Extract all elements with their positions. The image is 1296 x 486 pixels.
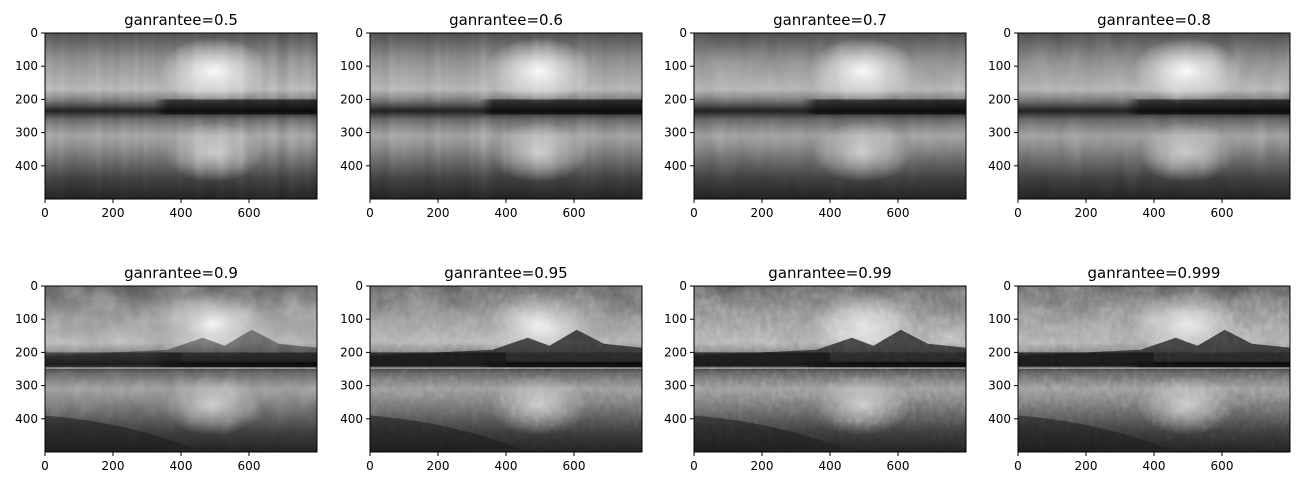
x-tick-label: 0 bbox=[690, 206, 698, 220]
y-tick-label: 300 bbox=[988, 126, 1011, 140]
x-tick-label: 0 bbox=[1014, 459, 1022, 473]
y-tick-label: 400 bbox=[340, 412, 363, 426]
y-tick-label: 100 bbox=[15, 312, 38, 326]
subplot-8: ganrantee=0.999 0 200 400 600 0 100 200 300 400 bbox=[988, 264, 1291, 473]
y-tick-label: 400 bbox=[664, 412, 687, 426]
grayscale-image bbox=[45, 286, 317, 452]
x-tick-label: 400 bbox=[819, 459, 842, 473]
subplot-title: ganrantee=0.5 bbox=[124, 11, 238, 29]
y-tick-label: 0 bbox=[1003, 26, 1011, 40]
y-tick-label: 0 bbox=[1003, 279, 1011, 293]
x-tick-label: 200 bbox=[427, 459, 450, 473]
subplot-2: ganrantee=0.6 0 200 400 600 0 100 200 300 400 bbox=[340, 11, 643, 220]
x-tick-label: 400 bbox=[495, 459, 518, 473]
y-tick-label: 0 bbox=[355, 26, 363, 40]
grayscale-image bbox=[1018, 286, 1290, 452]
y-tick-label: 200 bbox=[15, 345, 38, 359]
x-tick-label: 0 bbox=[41, 206, 49, 220]
subplot-title: ganrantee=0.99 bbox=[768, 264, 891, 282]
x-tick-label: 400 bbox=[1143, 206, 1166, 220]
subplot-3: ganrantee=0.7 0 200 400 600 0 100 200 300 400 bbox=[664, 11, 967, 220]
grayscale-image bbox=[694, 286, 966, 452]
subplot-title: ganrantee=0.7 bbox=[773, 11, 887, 29]
x-tick-label: 0 bbox=[366, 459, 374, 473]
x-tick-label: 200 bbox=[751, 206, 774, 220]
x-tick-label: 400 bbox=[1143, 459, 1166, 473]
subplot-title: ganrantee=0.999 bbox=[1088, 264, 1221, 282]
subplot-6: ganrantee=0.95 0 200 400 600 0 100 200 300 400 bbox=[340, 264, 643, 473]
grayscale-image bbox=[1018, 33, 1290, 199]
y-tick-label: 300 bbox=[340, 126, 363, 140]
y-tick-label: 200 bbox=[664, 345, 687, 359]
x-tick-label: 0 bbox=[41, 459, 49, 473]
x-tick-label: 600 bbox=[238, 459, 261, 473]
x-tick-label: 200 bbox=[751, 459, 774, 473]
grayscale-image bbox=[370, 33, 642, 199]
y-tick-label: 300 bbox=[664, 379, 687, 393]
subplot-title: ganrantee=0.6 bbox=[449, 11, 563, 29]
x-tick-label: 200 bbox=[102, 206, 125, 220]
y-tick-label: 100 bbox=[988, 59, 1011, 73]
subplot-1: ganrantee=0.5 0 200 400 600 0 100 200 300 400 bbox=[15, 11, 318, 220]
x-tick-label: 600 bbox=[1211, 206, 1234, 220]
x-tick-label: 400 bbox=[495, 206, 518, 220]
y-tick-label: 0 bbox=[30, 26, 38, 40]
y-tick-label: 200 bbox=[340, 345, 363, 359]
y-tick-label: 200 bbox=[988, 92, 1011, 106]
y-tick-label: 300 bbox=[15, 379, 38, 393]
y-tick-label: 400 bbox=[988, 412, 1011, 426]
subplot-title: ganrantee=0.8 bbox=[1097, 11, 1211, 29]
y-tick-label: 200 bbox=[988, 345, 1011, 359]
x-tick-label: 400 bbox=[170, 459, 193, 473]
subplot-4: ganrantee=0.8 0 200 400 600 0 100 200 300 400 bbox=[988, 11, 1291, 220]
y-tick-label: 200 bbox=[664, 92, 687, 106]
y-tick-label: 0 bbox=[355, 279, 363, 293]
y-tick-label: 300 bbox=[15, 126, 38, 140]
x-tick-label: 600 bbox=[887, 206, 910, 220]
x-tick-label: 200 bbox=[1075, 459, 1098, 473]
x-tick-label: 0 bbox=[366, 206, 374, 220]
y-tick-label: 0 bbox=[679, 26, 687, 40]
x-tick-label: 0 bbox=[690, 459, 698, 473]
y-tick-label: 100 bbox=[664, 312, 687, 326]
x-tick-label: 600 bbox=[238, 206, 261, 220]
x-tick-label: 200 bbox=[427, 206, 450, 220]
x-tick-label: 600 bbox=[563, 459, 586, 473]
y-tick-label: 400 bbox=[15, 159, 38, 173]
y-tick-label: 200 bbox=[340, 92, 363, 106]
y-tick-label: 300 bbox=[664, 126, 687, 140]
x-tick-label: 0 bbox=[1014, 206, 1022, 220]
y-tick-label: 300 bbox=[988, 379, 1011, 393]
y-tick-label: 400 bbox=[988, 159, 1011, 173]
subplot-title: ganrantee=0.9 bbox=[124, 264, 238, 282]
y-tick-label: 400 bbox=[664, 159, 687, 173]
grayscale-image bbox=[694, 33, 966, 199]
subplot-title: ganrantee=0.95 bbox=[444, 264, 567, 282]
y-tick-label: 400 bbox=[15, 412, 38, 426]
grayscale-image bbox=[45, 33, 317, 199]
x-tick-label: 600 bbox=[563, 206, 586, 220]
y-tick-label: 300 bbox=[340, 379, 363, 393]
subplot-5: ganrantee=0.9 0 200 400 600 0 100 200 300 400 bbox=[15, 264, 318, 473]
y-tick-label: 100 bbox=[340, 312, 363, 326]
y-tick-label: 100 bbox=[15, 59, 38, 73]
x-tick-label: 400 bbox=[170, 206, 193, 220]
x-tick-label: 400 bbox=[819, 206, 842, 220]
y-tick-label: 100 bbox=[664, 59, 687, 73]
y-tick-label: 0 bbox=[679, 279, 687, 293]
x-tick-label: 600 bbox=[1211, 459, 1234, 473]
y-tick-label: 100 bbox=[988, 312, 1011, 326]
subplot-7: ganrantee=0.99 0 200 400 600 0 100 200 300 400 bbox=[664, 264, 967, 473]
grayscale-image bbox=[370, 286, 642, 452]
x-tick-label: 200 bbox=[102, 459, 125, 473]
y-tick-label: 100 bbox=[340, 59, 363, 73]
x-tick-label: 200 bbox=[1075, 206, 1098, 220]
x-tick-label: 600 bbox=[887, 459, 910, 473]
y-tick-label: 0 bbox=[30, 279, 38, 293]
y-tick-label: 200 bbox=[15, 92, 38, 106]
y-tick-label: 400 bbox=[340, 159, 363, 173]
